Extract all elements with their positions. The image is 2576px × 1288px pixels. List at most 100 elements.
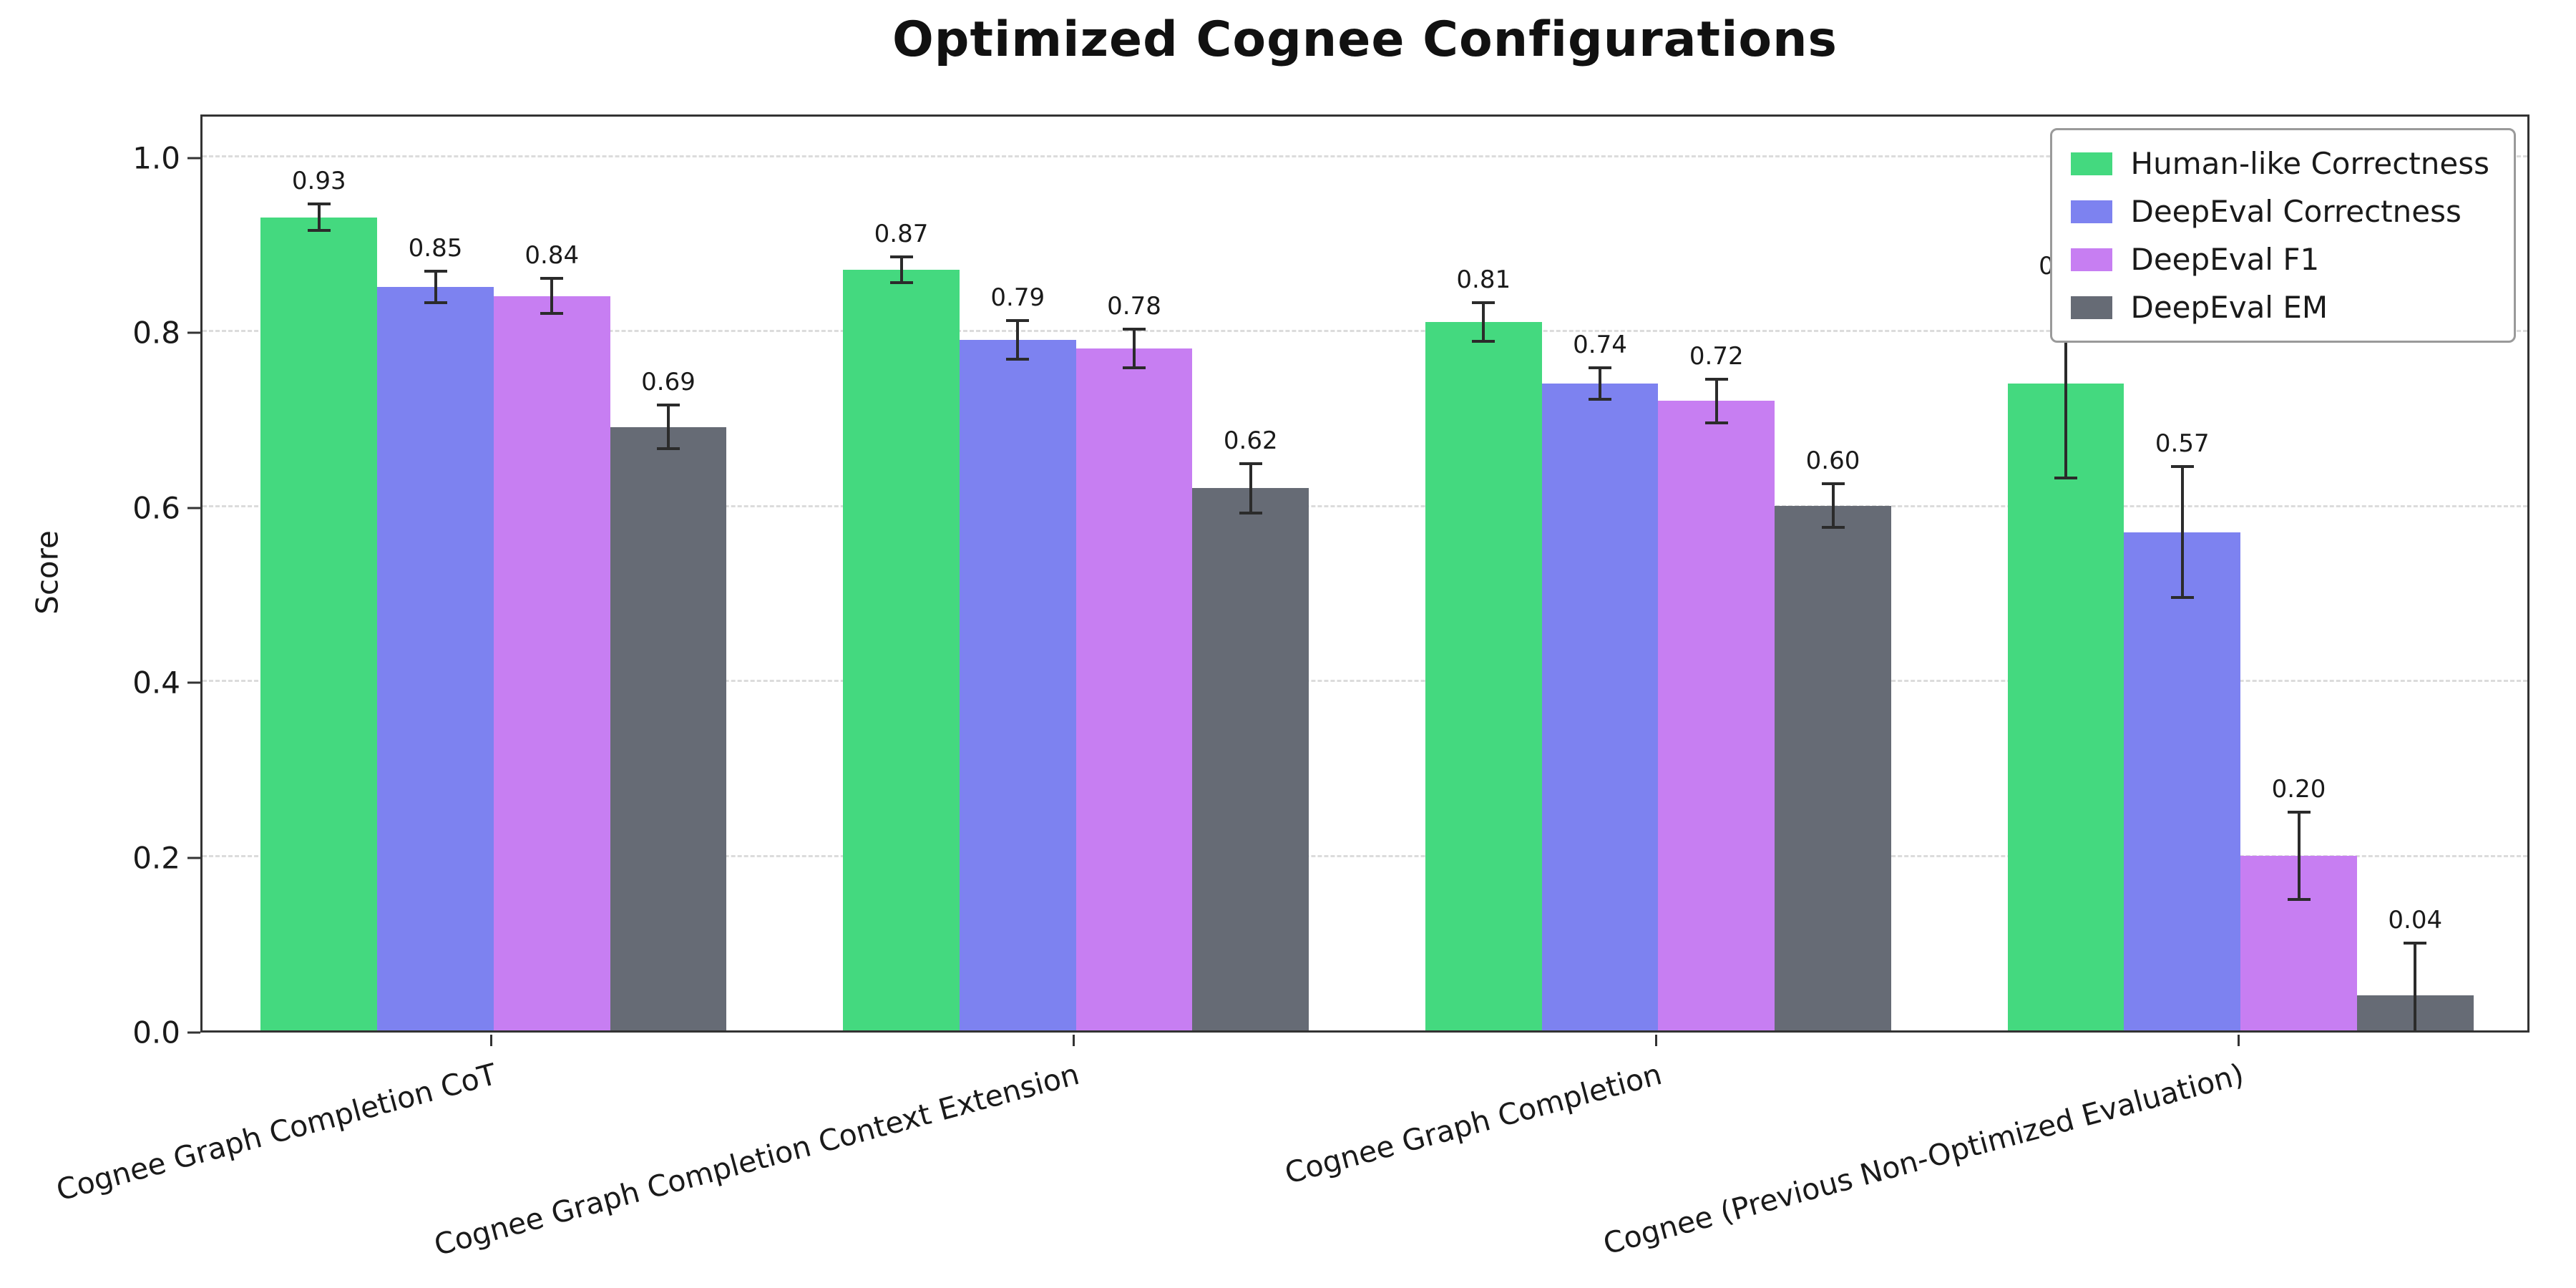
x-tick-mark [1073, 1035, 1075, 1046]
bar-value-label: 0.72 [1689, 341, 1744, 371]
bar-value-label: 0.74 [1573, 330, 1627, 359]
error-bar [2414, 942, 2417, 1030]
bar-value-label: 0.62 [1223, 426, 1278, 456]
error-bar-cap [307, 203, 331, 206]
error-bar-cap [424, 301, 447, 305]
bar-value-label: 0.87 [874, 219, 929, 248]
plot-area: Human-like Correctness DeepEval Correctne… [200, 114, 2529, 1033]
error-bar-cap [889, 255, 913, 258]
error-bar-cap [1704, 377, 1728, 381]
y-tick-mark [187, 857, 200, 859]
error-bar [667, 405, 670, 449]
error-bar [317, 204, 321, 230]
legend-swatch [2070, 200, 2112, 223]
error-bar-cap [540, 312, 564, 316]
x-tick-mark [1654, 1035, 1657, 1046]
y-tick-mark [187, 1031, 200, 1034]
bar [1075, 348, 1193, 1030]
error-bar-cap [424, 270, 447, 273]
error-bar-cap [2287, 810, 2311, 814]
bar-value-label: 0.04 [2388, 905, 2443, 935]
bar [1425, 322, 1542, 1030]
bar [1658, 401, 1775, 1030]
bar [610, 426, 727, 1030]
y-tick-label: 0.4 [132, 665, 180, 701]
bar-value-label: 0.69 [641, 368, 696, 397]
y-tick-label: 1.0 [132, 140, 180, 176]
error-bar [899, 256, 903, 283]
error-bar-cap [2170, 596, 2194, 600]
bar-value-label: 0.60 [1805, 447, 1860, 476]
y-axis-label: Score [29, 530, 65, 615]
y-tick-label: 0.6 [132, 490, 180, 526]
error-bar-cap [1472, 301, 1496, 305]
bar [1192, 488, 1309, 1030]
y-tick-label: 0.8 [132, 315, 180, 351]
gridline [203, 155, 2527, 158]
error-bar [1133, 329, 1136, 368]
error-bar [2180, 466, 2184, 598]
bar [377, 287, 494, 1030]
bar [493, 296, 610, 1030]
error-bar-cap [889, 281, 913, 285]
bar [2124, 532, 2241, 1030]
gridline [203, 854, 2527, 857]
chart-title: Optimized Cognee Configurations [892, 11, 1838, 68]
bar [260, 217, 378, 1030]
gridline [203, 504, 2527, 507]
error-bar-cap [1704, 421, 1728, 424]
error-bar [1831, 484, 1835, 528]
error-bar-cap [1821, 482, 1845, 486]
legend-label: DeepEval EM [2130, 290, 2328, 325]
error-bar-cap [307, 228, 331, 232]
error-bar-cap [1239, 462, 1262, 466]
error-bar [1249, 464, 1252, 513]
error-bar-cap [540, 277, 564, 280]
bar [1541, 383, 1659, 1030]
x-tick-label: Cognee (Previous Non-Optimized Evaluatio… [1599, 1057, 2248, 1262]
error-bar-cap [1589, 366, 1611, 369]
y-tick-mark [187, 331, 200, 334]
bar [843, 269, 960, 1030]
bar [959, 339, 1076, 1030]
legend-swatch [2070, 296, 2112, 319]
error-bar-cap [2170, 464, 2194, 468]
legend-item: DeepEval F1 [2070, 242, 2490, 277]
legend-item: DeepEval EM [2070, 290, 2490, 325]
error-bar-cap [1821, 526, 1845, 530]
y-tick-label: 0.2 [132, 840, 180, 876]
gridline [203, 330, 2527, 333]
error-bar-cap [657, 447, 680, 451]
legend-item: Human-like Correctness [2070, 146, 2489, 181]
bar-value-label: 0.78 [1107, 292, 1161, 321]
bar [2007, 383, 2124, 1030]
error-bar-cap [1589, 397, 1611, 401]
x-tick-label: Cognee Graph Completion CoT [52, 1057, 501, 1208]
bar-value-label: 0.84 [525, 241, 580, 270]
error-bar-cap [657, 404, 680, 407]
error-bar [434, 271, 437, 303]
error-bar [550, 278, 554, 314]
error-bar [1016, 320, 1020, 359]
x-tick-mark [2237, 1035, 2240, 1046]
y-tick-label: 0.0 [132, 1015, 180, 1050]
error-bar-cap [1006, 357, 1030, 361]
y-tick-mark [187, 157, 200, 160]
error-bar-cap [1006, 318, 1030, 322]
legend-label: DeepEval Correctness [2130, 194, 2462, 229]
y-tick-mark [187, 507, 200, 509]
bar-value-label: 0.20 [2271, 774, 2326, 804]
bar-value-label: 0.79 [990, 283, 1045, 312]
error-bar [1482, 303, 1485, 342]
gridline [203, 680, 2527, 683]
x-tick-label: Cognee Graph Completion Context Extensio… [430, 1057, 1083, 1263]
legend-label: DeepEval F1 [2130, 242, 2320, 277]
error-bar [2064, 288, 2067, 478]
error-bar-cap [1239, 511, 1262, 514]
error-bar-cap [2404, 941, 2427, 945]
error-bar-cap [1472, 340, 1496, 343]
legend-item: DeepEval Correctness [2070, 194, 2490, 229]
legend-swatch [2070, 152, 2112, 175]
bar [1775, 505, 1891, 1030]
